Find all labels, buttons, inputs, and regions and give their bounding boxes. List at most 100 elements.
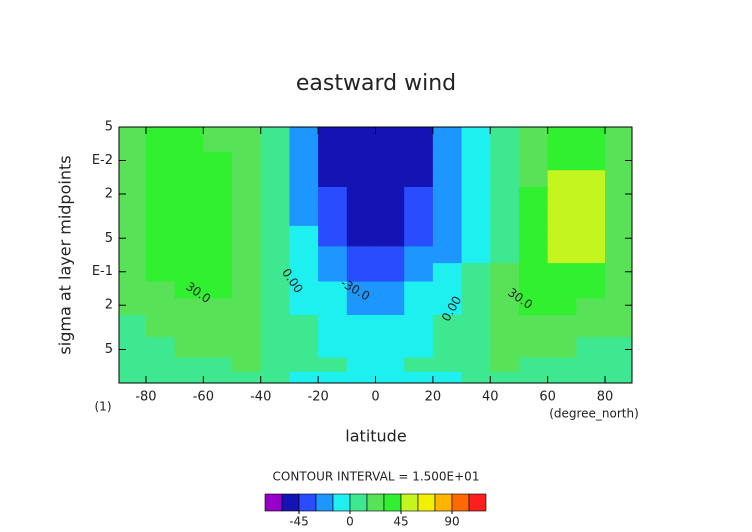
y-tick-label: E-2 xyxy=(92,153,113,168)
field-cell xyxy=(576,357,606,373)
field-cell xyxy=(404,337,434,359)
x-tick-label: -60 xyxy=(193,390,214,405)
field-cell xyxy=(375,151,405,171)
x-axis-label: latitude xyxy=(345,427,406,446)
field-cell xyxy=(289,357,319,373)
field-cell xyxy=(547,203,577,227)
field-cell xyxy=(461,127,491,153)
field-cell xyxy=(145,357,176,373)
field-cell xyxy=(289,281,319,299)
field-cell xyxy=(605,187,632,205)
colorbar-segment xyxy=(434,493,453,512)
field-cell xyxy=(404,371,434,383)
y-tick-label: E-1 xyxy=(92,264,113,279)
x-unit-label: (degree_north) xyxy=(549,407,639,421)
field-cell xyxy=(518,151,549,171)
field-cell xyxy=(232,225,262,247)
field-cell xyxy=(490,298,520,316)
field-cell xyxy=(232,371,262,383)
field-cell xyxy=(490,151,520,171)
field-cell xyxy=(289,151,319,171)
field-cell xyxy=(490,263,520,283)
field-cell xyxy=(260,298,290,316)
colorbar-label: CONTOUR INTERVAL = 1.500E+01 xyxy=(273,470,480,484)
field-cell xyxy=(145,315,176,338)
field-cell xyxy=(289,246,319,264)
field-cell xyxy=(232,203,262,227)
field-cell xyxy=(289,298,319,316)
field-cell xyxy=(203,187,233,205)
field-cell xyxy=(375,170,405,188)
field-cell xyxy=(461,170,491,188)
field-cell xyxy=(232,127,262,153)
field-cell xyxy=(490,170,520,188)
field-cell xyxy=(432,225,463,247)
field-cell xyxy=(203,337,233,359)
field-cell xyxy=(174,298,204,316)
field-cell xyxy=(203,246,233,264)
field-cell xyxy=(375,337,405,359)
field-cell xyxy=(375,357,405,373)
field-cell xyxy=(174,281,204,299)
field-cell xyxy=(432,298,463,316)
field-cell xyxy=(346,371,376,383)
field-cell xyxy=(318,298,348,316)
field-cell xyxy=(119,127,147,153)
field-cell xyxy=(605,315,632,338)
colorbar-segment xyxy=(451,493,470,512)
field-cell xyxy=(404,246,434,264)
field-cell xyxy=(232,315,262,338)
field-cell xyxy=(174,263,204,283)
field-cell xyxy=(203,151,233,171)
field-cell xyxy=(145,127,176,153)
x-tick-label: -80 xyxy=(135,390,156,405)
field-cell xyxy=(404,225,434,247)
field-cell xyxy=(605,281,632,299)
field-cell xyxy=(145,337,176,359)
field-cell xyxy=(232,263,262,283)
field-cell xyxy=(404,127,434,153)
field-cell xyxy=(232,337,262,359)
field-cell xyxy=(203,225,233,247)
field-cell xyxy=(346,127,376,153)
field-cell xyxy=(174,315,204,338)
field-cell xyxy=(404,263,434,283)
field-cell xyxy=(375,298,405,316)
field-cell xyxy=(119,371,147,383)
field-cell xyxy=(605,298,632,316)
field-cell xyxy=(576,170,606,188)
field-cell xyxy=(547,225,577,247)
field-cell xyxy=(174,371,204,383)
field-cell xyxy=(375,225,405,247)
field-cell xyxy=(605,170,632,188)
y-tick-label: 5 xyxy=(105,342,113,357)
field-cell xyxy=(461,357,491,373)
field-cell xyxy=(432,246,463,264)
field-cell xyxy=(461,203,491,227)
field-cell xyxy=(318,315,348,338)
field-cell xyxy=(490,357,520,373)
field-cell xyxy=(119,337,147,359)
field-cell xyxy=(289,203,319,227)
field-cell xyxy=(203,281,233,299)
field-cell xyxy=(518,281,549,299)
field-cell xyxy=(490,187,520,205)
field-cell xyxy=(576,371,606,383)
field-cell xyxy=(547,263,577,283)
field-cell xyxy=(346,357,376,373)
field-cell xyxy=(404,151,434,171)
field-cell xyxy=(346,337,376,359)
field-cell xyxy=(174,127,204,153)
field-cell xyxy=(547,246,577,264)
field-cell xyxy=(203,170,233,188)
field-cell xyxy=(432,203,463,227)
field-cell xyxy=(461,315,491,338)
field-cell xyxy=(289,187,319,205)
field-cell xyxy=(432,281,463,299)
field-cell xyxy=(289,170,319,188)
field-cell xyxy=(547,151,577,171)
field-cell xyxy=(490,371,520,383)
field-cell xyxy=(174,203,204,227)
field-cell xyxy=(346,151,376,171)
field-cell xyxy=(203,127,233,153)
